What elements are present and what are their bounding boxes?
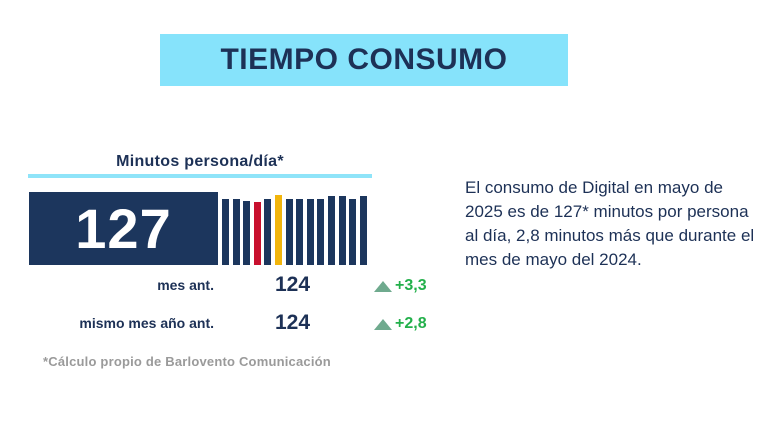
- metric-label: Minutos persona/día*: [116, 153, 284, 170]
- trend-bar: [264, 199, 272, 265]
- comparison-value-prev-year: 124: [275, 311, 311, 334]
- trend-bar: [338, 196, 346, 265]
- metric-value-box: 127: [29, 192, 218, 265]
- trend-bar: [232, 199, 240, 265]
- trend-bar-chart: [222, 192, 372, 265]
- footnote: *Cálculo propio de Barlovento Comunicaci…: [43, 354, 331, 369]
- comparison-delta-prev-month: +3,3: [374, 277, 427, 295]
- comparison-label-prev-month: mes ant.: [157, 277, 214, 293]
- trend-bar: [243, 201, 251, 265]
- trend-bar: [275, 195, 282, 265]
- trend-bar: [253, 202, 261, 265]
- trend-bar: [296, 199, 304, 265]
- trend-bar: [285, 199, 293, 265]
- trend-bar: [317, 199, 325, 265]
- trend-bar: [328, 196, 335, 265]
- trend-bar: [222, 199, 229, 265]
- page-title: TIEMPO CONSUMO: [220, 43, 508, 76]
- delta-text: +3,3: [395, 277, 427, 294]
- description-text: El consumo de Digital en mayo de 2025 es…: [465, 178, 755, 269]
- delta-text: +2,8: [395, 315, 427, 332]
- trend-bar: [306, 199, 314, 265]
- trend-bar: [359, 196, 367, 265]
- metric-underline: [28, 174, 372, 178]
- trend-bar: [349, 199, 357, 265]
- comparison-value-prev-month: 124: [275, 273, 311, 296]
- comparison-delta-prev-year: +2,8: [374, 315, 427, 333]
- title-banner: TIEMPO CONSUMO: [160, 34, 568, 86]
- up-triangle-icon: [374, 318, 392, 330]
- up-triangle-icon: [374, 280, 392, 292]
- comparison-label-prev-year: mismo mes año ant.: [79, 315, 214, 331]
- metric-value: 127: [75, 197, 172, 260]
